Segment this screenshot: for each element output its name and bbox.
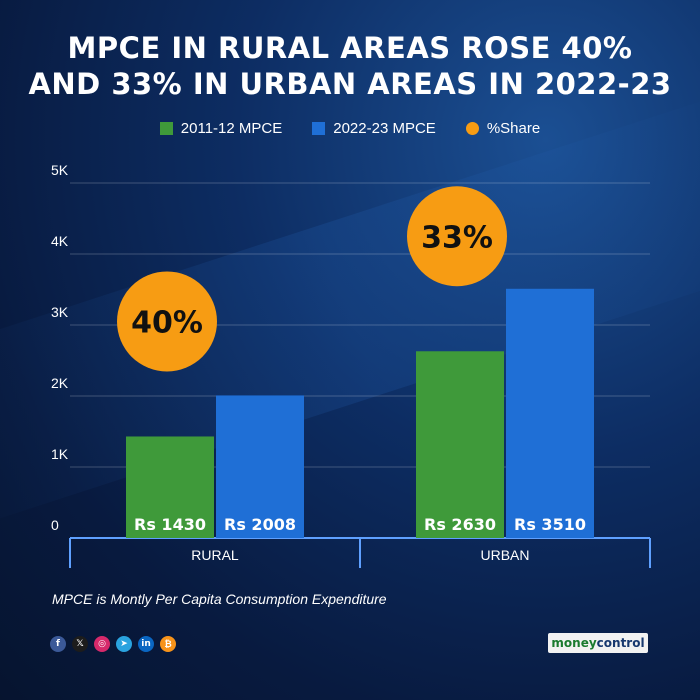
legend: 2011-12 MPCE 2022-23 MPCE %Share	[0, 120, 700, 137]
legend-swatch-2022	[312, 122, 326, 135]
legend-swatch-2011	[159, 122, 173, 135]
legend-swatch-share	[465, 122, 479, 135]
footnote: MPCE is Montly Per Capita Consumption Ex…	[52, 591, 387, 607]
y-tick-label-0: 0	[51, 517, 59, 533]
bar-rural-1	[216, 395, 304, 538]
y-tick-label-1: 1K	[51, 446, 69, 462]
bar-value-label-rural-0: Rs 1430	[134, 515, 206, 534]
legend-label-2022: 2022-23 MPCE	[333, 120, 436, 137]
facebook-icon[interactable]: f	[50, 636, 66, 652]
bar-value-label-urban-0: Rs 2630	[424, 515, 496, 534]
brand-part-1: money	[551, 636, 597, 650]
bar-rural-0	[126, 436, 214, 538]
legend-item-2011: 2011-12 MPCE	[159, 120, 283, 137]
category-label-rural: RURAL	[191, 547, 239, 563]
y-tick-label-5: 5K	[51, 162, 69, 178]
bar-value-label-urban-1: Rs 3510	[514, 515, 586, 534]
brand-part-2: control	[596, 636, 645, 650]
title-line-1: MPCE IN RURAL AREAS ROSE 40%	[67, 31, 633, 65]
legend-item-share: %Share	[465, 120, 541, 137]
legend-label-2011: 2011-12 MPCE	[180, 120, 283, 137]
telegram-icon[interactable]: ➤	[116, 636, 132, 652]
y-tick-label-4: 4K	[51, 233, 69, 249]
share-label-rural: 40%	[131, 305, 203, 340]
bar-urban-0	[416, 351, 504, 538]
legend-item-2022: 2022-23 MPCE	[312, 120, 436, 137]
title-line-2: AND 33% IN URBAN AREAS IN 2022-23	[28, 67, 672, 101]
instagram-icon[interactable]: ◎	[94, 636, 110, 652]
moneycontrol-logo: money control	[548, 633, 648, 653]
legend-label-share: %Share	[486, 120, 541, 137]
linkedin-icon[interactable]: in	[138, 636, 154, 652]
y-tick-label-3: 3K	[51, 304, 69, 320]
share-circle-urban	[407, 186, 507, 287]
share-circle-rural	[117, 271, 217, 372]
x-icon[interactable]: 𝕏	[72, 636, 88, 652]
category-label-urban: URBAN	[480, 547, 529, 563]
y-tick-label-2: 2K	[51, 375, 69, 391]
social-icons: f 𝕏 ◎ ➤ in ₿	[50, 636, 176, 652]
bar-urban-1	[506, 288, 594, 538]
chart-title: MPCE IN RURAL AREAS ROSE 40% AND 33% IN …	[0, 30, 700, 102]
bitcoin-icon[interactable]: ₿	[160, 636, 176, 652]
bar-value-label-rural-1: Rs 2008	[224, 515, 296, 534]
share-label-urban: 33%	[421, 220, 493, 255]
